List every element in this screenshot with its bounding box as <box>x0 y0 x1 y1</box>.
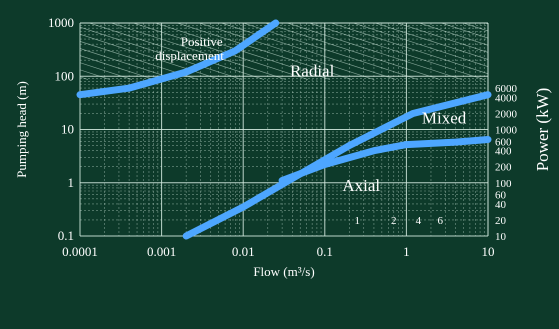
x-tick-label: 1 <box>403 244 410 259</box>
y2-axis-label: Power (kW) <box>533 88 552 172</box>
curves <box>76 19 492 240</box>
power-iso-line <box>198 23 375 80</box>
power-iso-line <box>154 23 331 80</box>
power-iso-line <box>498 0 559 80</box>
power-iso-line <box>286 23 463 80</box>
power-label: 20 <box>495 215 507 227</box>
x-tick-label: 0.001 <box>147 244 176 259</box>
power-iso-line <box>432 0 559 80</box>
x-tick-label: 0.0001 <box>62 244 98 259</box>
power-iso-line <box>352 23 488 67</box>
power-iso-line <box>220 23 397 80</box>
power-iso-lines <box>0 0 559 80</box>
region-label: displacement <box>155 48 224 63</box>
power-iso-line <box>542 0 559 80</box>
y-axis-label: Pumping head (m) <box>14 81 29 178</box>
power-iso-line <box>80 48 177 80</box>
power-iso-line <box>80 76 89 80</box>
power-iso-line <box>308 23 485 80</box>
region-label: Positive <box>181 34 223 49</box>
power-iso-line <box>322 0 559 80</box>
region-label: Axial <box>342 176 380 195</box>
power-iso-line <box>80 33 221 80</box>
curve-3 <box>278 136 492 184</box>
power-iso-line <box>132 23 309 80</box>
y-tick-label: 1 <box>68 175 75 190</box>
curve-2 <box>182 91 492 240</box>
power-iso-line <box>110 23 287 80</box>
x-tick-label: 0.1 <box>317 244 333 259</box>
y-tick-label: 1000 <box>48 15 74 30</box>
power-iso-line <box>0 0 22 80</box>
power-iso-line <box>344 0 559 80</box>
power-inline-label: 2 <box>391 215 397 227</box>
power-iso-line <box>88 23 265 80</box>
power-iso-line <box>264 23 441 80</box>
x-axis-label: Flow (m³/s) <box>253 264 314 279</box>
x-tick-label: 0.01 <box>232 244 255 259</box>
power-iso-line <box>242 23 419 80</box>
region-label: Mixed <box>422 108 467 127</box>
power-iso-line <box>80 55 155 80</box>
power-label: 6000 <box>495 83 518 95</box>
power-iso-line <box>396 23 488 53</box>
power-label: 1000 <box>495 125 518 137</box>
power-iso-line <box>0 0 44 80</box>
power-iso-line <box>520 0 559 80</box>
y-tick-label: 10 <box>61 122 74 137</box>
labels: 0.0001 0.001 0.01 0.1 1 100.11101001000600040… <box>14 15 552 279</box>
power-iso-line <box>80 26 243 80</box>
power-iso-line <box>388 0 559 80</box>
y-tick-label: 0.1 <box>58 228 74 243</box>
power-inline-label: 6 <box>438 215 444 227</box>
power-inline-label: 4 <box>416 215 422 227</box>
x-tick-label: 10 <box>482 244 495 259</box>
power-label: 60 <box>495 190 507 202</box>
power-iso-line <box>418 23 488 46</box>
power-label: 4000 <box>495 92 518 104</box>
power-iso-line <box>330 23 488 75</box>
power-label: 10 <box>495 231 507 243</box>
power-label: 200 <box>495 162 512 174</box>
power-iso-line <box>176 23 353 80</box>
power-label: 400 <box>495 146 512 158</box>
power-inline-label: 1 <box>355 215 361 227</box>
region-label: Radial <box>290 61 335 80</box>
power-iso-line <box>80 40 199 80</box>
power-label: 600 <box>495 136 512 148</box>
curve-1 <box>76 19 280 99</box>
grid <box>79 22 489 237</box>
power-label: 40 <box>495 199 507 211</box>
power-label: 2000 <box>495 108 518 120</box>
y-tick-label: 100 <box>55 68 75 83</box>
power-label: 100 <box>495 178 512 190</box>
power-iso-line <box>374 23 488 60</box>
power-iso-line <box>366 0 559 80</box>
